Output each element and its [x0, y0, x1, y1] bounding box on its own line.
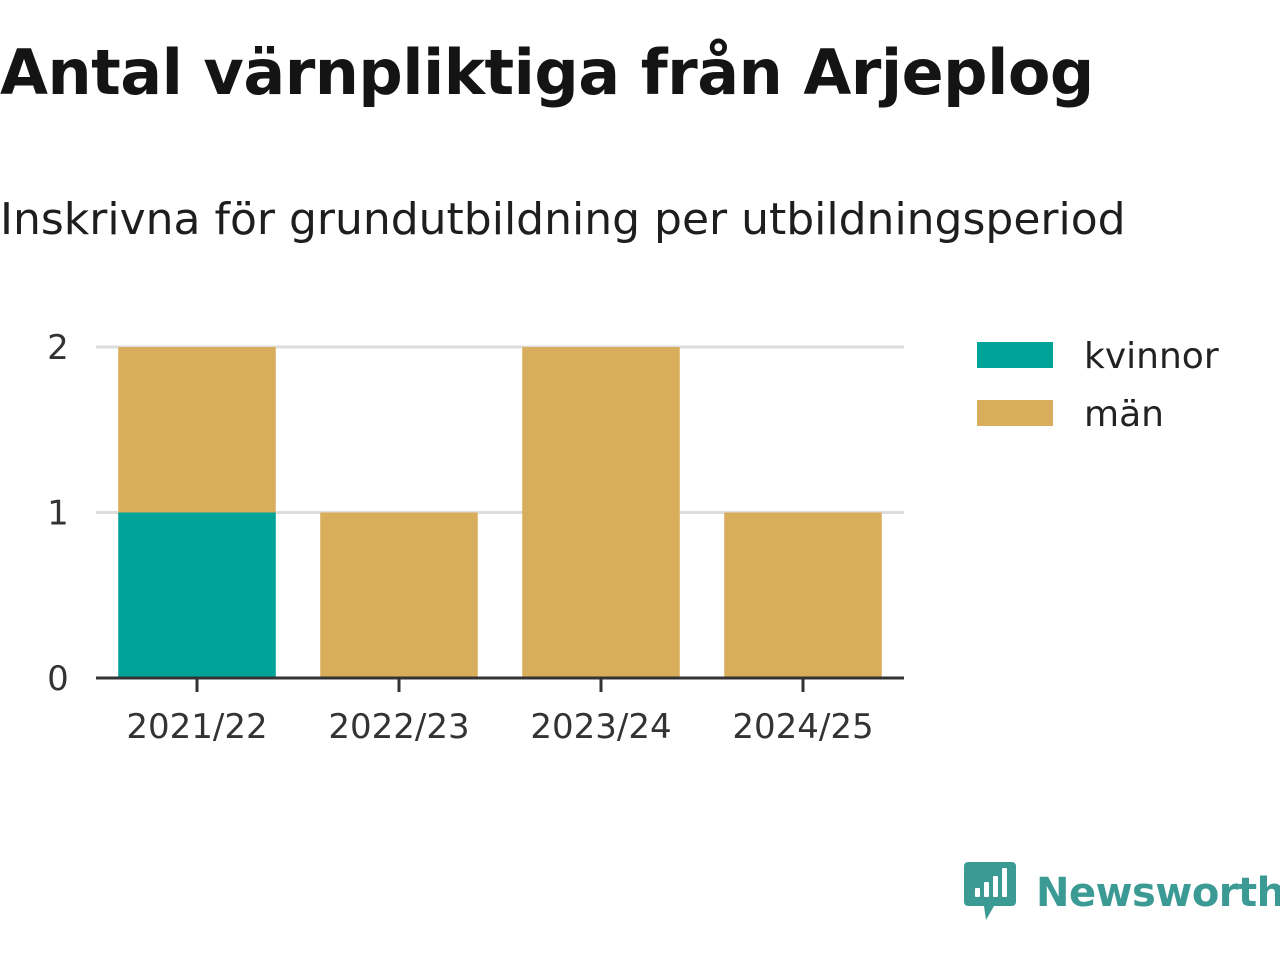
- y-axis: 0 1 2: [47, 328, 69, 699]
- bar-kvinnor: [118, 512, 276, 678]
- newsworthy-logo-icon: [964, 862, 1016, 920]
- x-tick-label: 2024/25: [732, 707, 873, 747]
- legend-label-män: män: [1084, 394, 1164, 435]
- y-tick-label: 1: [47, 494, 69, 534]
- brand-name: Newsworthy: [1036, 870, 1280, 916]
- x-tick-label: 2022/23: [328, 707, 469, 747]
- chart-subtitle: Inskrivna för grundutbildning per utbild…: [0, 194, 1126, 245]
- x-axis: 2021/22 2022/23 2023/24 2024/25: [96, 676, 904, 747]
- legend-label-kvinnor: kvinnor: [1084, 336, 1219, 377]
- bar-män: [118, 347, 276, 513]
- bars: [118, 347, 882, 678]
- legend-swatch-män: [977, 400, 1053, 426]
- chart-title: Antal värnpliktiga från Arjeplog: [0, 36, 1094, 109]
- bar-män: [724, 512, 882, 678]
- y-tick-label: 0: [47, 659, 69, 699]
- bar-män: [320, 512, 478, 678]
- legend: kvinnor män: [977, 336, 1219, 435]
- legend-swatch-kvinnor: [977, 342, 1053, 368]
- brand: Newsworthy: [964, 862, 1280, 924]
- y-tick-label: 2: [47, 328, 69, 368]
- x-tick-label: 2021/22: [126, 707, 267, 747]
- bar-män: [522, 347, 680, 678]
- x-tick-label: 2023/24: [530, 707, 671, 747]
